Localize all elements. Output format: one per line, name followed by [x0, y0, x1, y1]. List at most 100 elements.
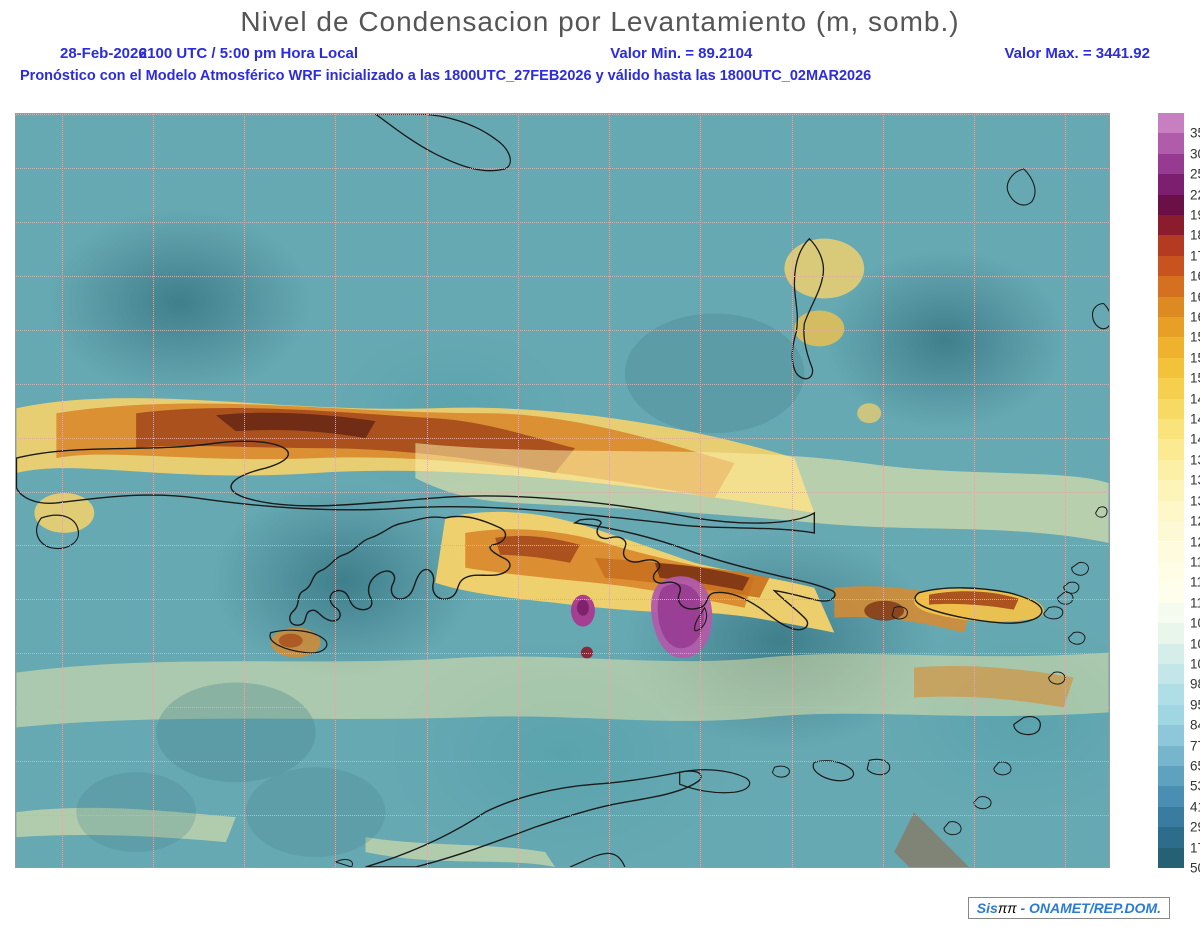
longitude-gridline [62, 114, 63, 868]
colorbar[interactable]: 3500 3000 2500 2200 1950 1800 1750 1685 1650 1615… [1158, 113, 1184, 868]
watermark-suffix: - ONAMET/REP.DOM. [1020, 900, 1161, 916]
longitude-gridline [1065, 114, 1066, 868]
colorbar-value-label: 1440 [1190, 412, 1200, 427]
colorbar-value-label: 1510 [1190, 371, 1200, 386]
latitude-gridline [16, 222, 1110, 223]
colorbar-value-label: 1800 [1190, 228, 1200, 243]
colorbar-swatch [1158, 113, 1184, 133]
colorbar-swatch [1158, 480, 1184, 500]
valor-max-label: Valor Max. = 3441.92 [1004, 45, 1150, 62]
longitude-gridline [518, 114, 519, 868]
colorbar-value-label: 1545 [1190, 350, 1200, 365]
longitude-gridline [244, 114, 245, 868]
latitude-gridline [16, 599, 1110, 600]
colorbar-value-label: 950 [1190, 697, 1200, 712]
colorbar-swatch [1158, 562, 1184, 582]
latitude-gridline [16, 492, 1110, 493]
colorbar-swatch [1158, 419, 1184, 439]
colorbar-value-label: 1265 [1190, 514, 1200, 529]
colorbar-value-label: 530 [1190, 779, 1200, 794]
latitude-gridline [16, 438, 1110, 439]
colorbar-swatch [1158, 235, 1184, 255]
colorbar-value-label: 410 [1190, 799, 1200, 814]
colorbar-value-label: 1405 [1190, 432, 1200, 447]
colorbar-swatch [1158, 848, 1184, 868]
colorbar-swatch [1158, 582, 1184, 602]
colorbar-value-label: 1300 [1190, 493, 1200, 508]
colorbar-swatch [1158, 297, 1184, 317]
colorbar-value-label: 1160 [1190, 575, 1200, 590]
forecast-line: Pronóstico con el Modelo Atmosférico WRF… [20, 68, 871, 84]
watermark-box: Sisππ - ONAMET/REP.DOM. [968, 897, 1170, 919]
longitude-gridline [609, 114, 610, 868]
colorbar-swatch [1158, 399, 1184, 419]
colorbar-swatch [1158, 623, 1184, 643]
colorbar-value-label: 170 [1190, 840, 1200, 855]
colorbar-swatch [1158, 766, 1184, 786]
time-label: 2100 UTC / 5:00 pm Hora Local [139, 45, 358, 62]
colorbar-value-label: 2500 [1190, 167, 1200, 182]
colorbar-value-label: 1750 [1190, 248, 1200, 263]
longitude-gridline [427, 114, 428, 868]
map-container[interactable]: 26N25N24N23N22N21N20N19N18N17N16N15N14N1… [15, 113, 1110, 868]
colorbar-value-label: 1615 [1190, 310, 1200, 325]
colorbar-swatch [1158, 276, 1184, 296]
date-label: 28-Feb-2026 [60, 45, 147, 62]
colorbar-value-label: 770 [1190, 738, 1200, 753]
colorbar-value-label: 1370 [1190, 452, 1200, 467]
latitude-gridline [16, 168, 1110, 169]
colorbar-value-label: 1195 [1190, 554, 1200, 569]
page-title: Nivel de Condensacion por Levantamiento … [0, 6, 1200, 38]
watermark-pi: ππ [998, 900, 1017, 916]
colorbar-value-label: 840 [1190, 718, 1200, 733]
latitude-gridline [16, 114, 1110, 115]
colorbar-swatch [1158, 215, 1184, 235]
latitude-gridline [16, 545, 1110, 546]
colorbar-value-label: 1230 [1190, 534, 1200, 549]
latitude-gridline [16, 761, 1110, 762]
longitude-gridline [153, 114, 154, 868]
weather-map-app: Nivel de Condensacion por Levantamiento … [0, 0, 1200, 927]
colorbar-swatch [1158, 133, 1184, 153]
longitude-gridline [792, 114, 793, 868]
colorbar-value-label: 1125 [1190, 595, 1200, 610]
colorbar-swatch [1158, 807, 1184, 827]
colorbar-swatch [1158, 786, 1184, 806]
colorbar-value-label: 1335 [1190, 473, 1200, 488]
colorbar-value-label: 1090 [1190, 616, 1200, 631]
colorbar-value-label: 1950 [1190, 208, 1200, 223]
colorbar-swatch [1158, 439, 1184, 459]
colorbar-swatch [1158, 378, 1184, 398]
colorbar-value-label: 650 [1190, 758, 1200, 773]
latitude-gridline [16, 707, 1110, 708]
colorbar-value-label: 985 [1190, 677, 1200, 692]
subtitle-line: 28-Feb-2026 2100 UTC / 5:00 pm Hora Loca… [60, 45, 1150, 62]
colorbar-swatch [1158, 358, 1184, 378]
colorbar-value-label: 3500 [1190, 126, 1200, 141]
colorbar-swatch [1158, 337, 1184, 357]
colorbar-swatch [1158, 603, 1184, 623]
colorbar-swatch [1158, 705, 1184, 725]
colorbar-value-label: 3000 [1190, 146, 1200, 161]
colorbar-swatch [1158, 827, 1184, 847]
colorbar-swatch [1158, 521, 1184, 541]
latitude-gridline [16, 276, 1110, 277]
colorbar-swatch [1158, 317, 1184, 337]
colorbar-value-label: 2200 [1190, 187, 1200, 202]
longitude-gridline [335, 114, 336, 868]
coastline-overlay [16, 114, 1109, 867]
latitude-gridline [16, 384, 1110, 385]
colorbar-swatch [1158, 460, 1184, 480]
watermark-sis: Sis [977, 900, 998, 916]
colorbar-swatch [1158, 746, 1184, 766]
header-section: Nivel de Condensacion por Levantamiento … [0, 6, 1200, 38]
colorbar-swatch [1158, 501, 1184, 521]
colorbar-swatch [1158, 542, 1184, 562]
colorbar-value-label: 1475 [1190, 391, 1200, 406]
longitude-gridline [700, 114, 701, 868]
colorbar-value-label: 1685 [1190, 269, 1200, 284]
colorbar-value-label: 1650 [1190, 289, 1200, 304]
longitude-gridline [974, 114, 975, 868]
colorbar-swatch [1158, 154, 1184, 174]
colorbar-swatch [1158, 256, 1184, 276]
